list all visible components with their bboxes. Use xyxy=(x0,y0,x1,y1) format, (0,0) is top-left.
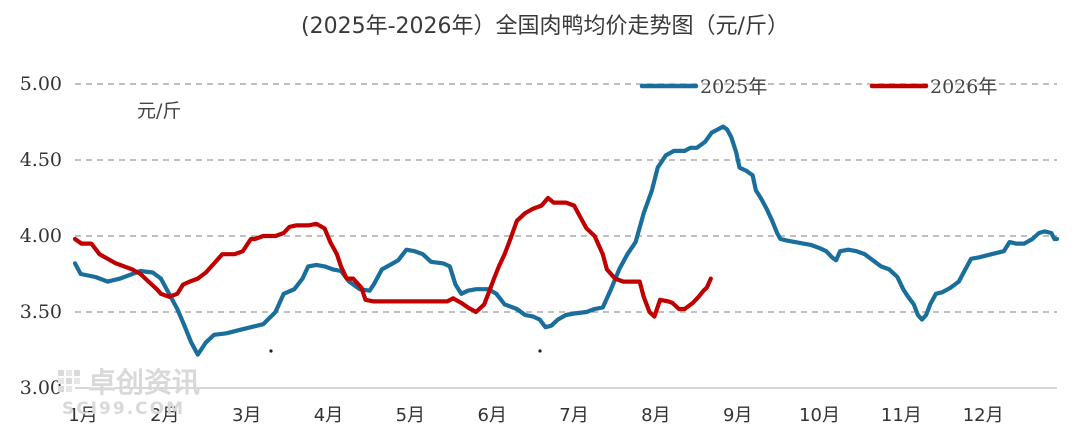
x-tick-label: 4月 xyxy=(314,405,343,426)
y-axis-ticks: 3.00 3.50 4.00 4.50 5.00 xyxy=(20,73,62,399)
y-tick-label: 4.00 xyxy=(20,225,62,247)
svg-text:SCI99.COM: SCI99.COM xyxy=(62,399,185,419)
legend: 2025年 2026年 xyxy=(639,76,997,98)
x-tick-label: 12月 xyxy=(963,405,1004,426)
legend-label-2025: 2025年 xyxy=(700,76,767,98)
x-axis-ticks: 1月 2月 3月 4月 5月 6月 7月 8月 9月 10月 11月 12月 xyxy=(68,405,1003,426)
svg-text:卓创资讯: 卓创资讯 xyxy=(88,366,200,399)
chart-title: (2025年-2026年）全国肉鸭均价走势图（元/斤） xyxy=(301,14,789,39)
x-tick-label: 7月 xyxy=(559,405,588,426)
x-tick-label: 10月 xyxy=(799,405,840,426)
series-line-2026 xyxy=(72,195,713,319)
x-tick-label: 3月 xyxy=(232,405,261,426)
watermark-logo-icon xyxy=(58,370,80,392)
gridlines xyxy=(75,83,1057,389)
series-line-2025 xyxy=(72,124,1060,357)
x-tick-label: 11月 xyxy=(881,405,922,426)
x-tick-label: 8月 xyxy=(641,405,670,426)
x-tick-label: 1月 xyxy=(68,405,97,426)
watermark: 卓创资讯 SCI99.COM xyxy=(58,366,200,419)
stray-marks xyxy=(269,349,542,353)
legend-label-2026: 2026年 xyxy=(930,76,997,98)
y-tick-label: 3.00 xyxy=(20,377,62,399)
series-layer xyxy=(72,124,1060,357)
y-tick-label: 4.50 xyxy=(20,149,62,171)
x-tick-label: 6月 xyxy=(477,405,506,426)
x-tick-label: 9月 xyxy=(723,405,752,426)
y-tick-label: 5.00 xyxy=(20,73,62,95)
x-tick-label: 5月 xyxy=(396,405,425,426)
unit-label: 元/斤 xyxy=(137,100,181,122)
x-tick-label: 2月 xyxy=(150,405,179,426)
y-tick-label: 3.50 xyxy=(20,301,62,323)
